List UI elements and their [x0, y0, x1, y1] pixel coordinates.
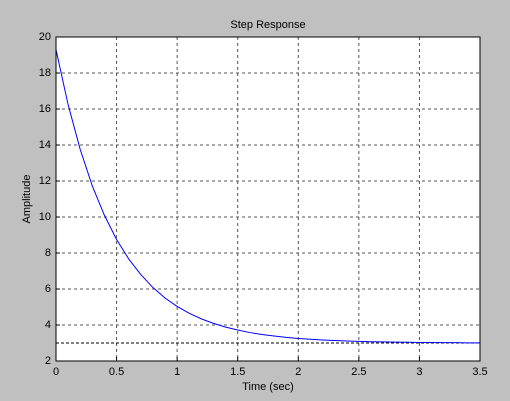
y-tick-label: 12 [39, 175, 51, 187]
plot-frame [55, 36, 481, 362]
series-line [55, 49, 480, 344]
chart-title: Step Response [230, 19, 305, 31]
x-tick-label: 1 [174, 366, 180, 378]
y-axis-label: Amplitude [21, 175, 33, 224]
y-tick-label: 18 [39, 67, 51, 79]
y-tick-label: 8 [45, 247, 51, 259]
x-tick-label: 2 [295, 366, 301, 378]
y-tick-label: 4 [45, 319, 51, 331]
y-tick-label: 16 [39, 103, 51, 115]
x-tick-label: 0.5 [109, 366, 124, 378]
x-tick-label: 0 [53, 366, 59, 378]
y-tick-label: 2 [45, 355, 51, 367]
x-tick-label: 3 [416, 366, 422, 378]
y-tick-label: 10 [39, 211, 51, 223]
y-tick-label: 6 [45, 283, 51, 295]
y-tick-label: 14 [39, 139, 51, 151]
x-tick-label: 2.5 [351, 366, 366, 378]
x-tick-label: 1.5 [230, 366, 245, 378]
x-tick-label: 3.5 [472, 366, 487, 378]
y-tick-label: 20 [39, 31, 51, 43]
plot-area [55, 36, 481, 362]
x-axis-label: Time (sec) [242, 381, 294, 393]
